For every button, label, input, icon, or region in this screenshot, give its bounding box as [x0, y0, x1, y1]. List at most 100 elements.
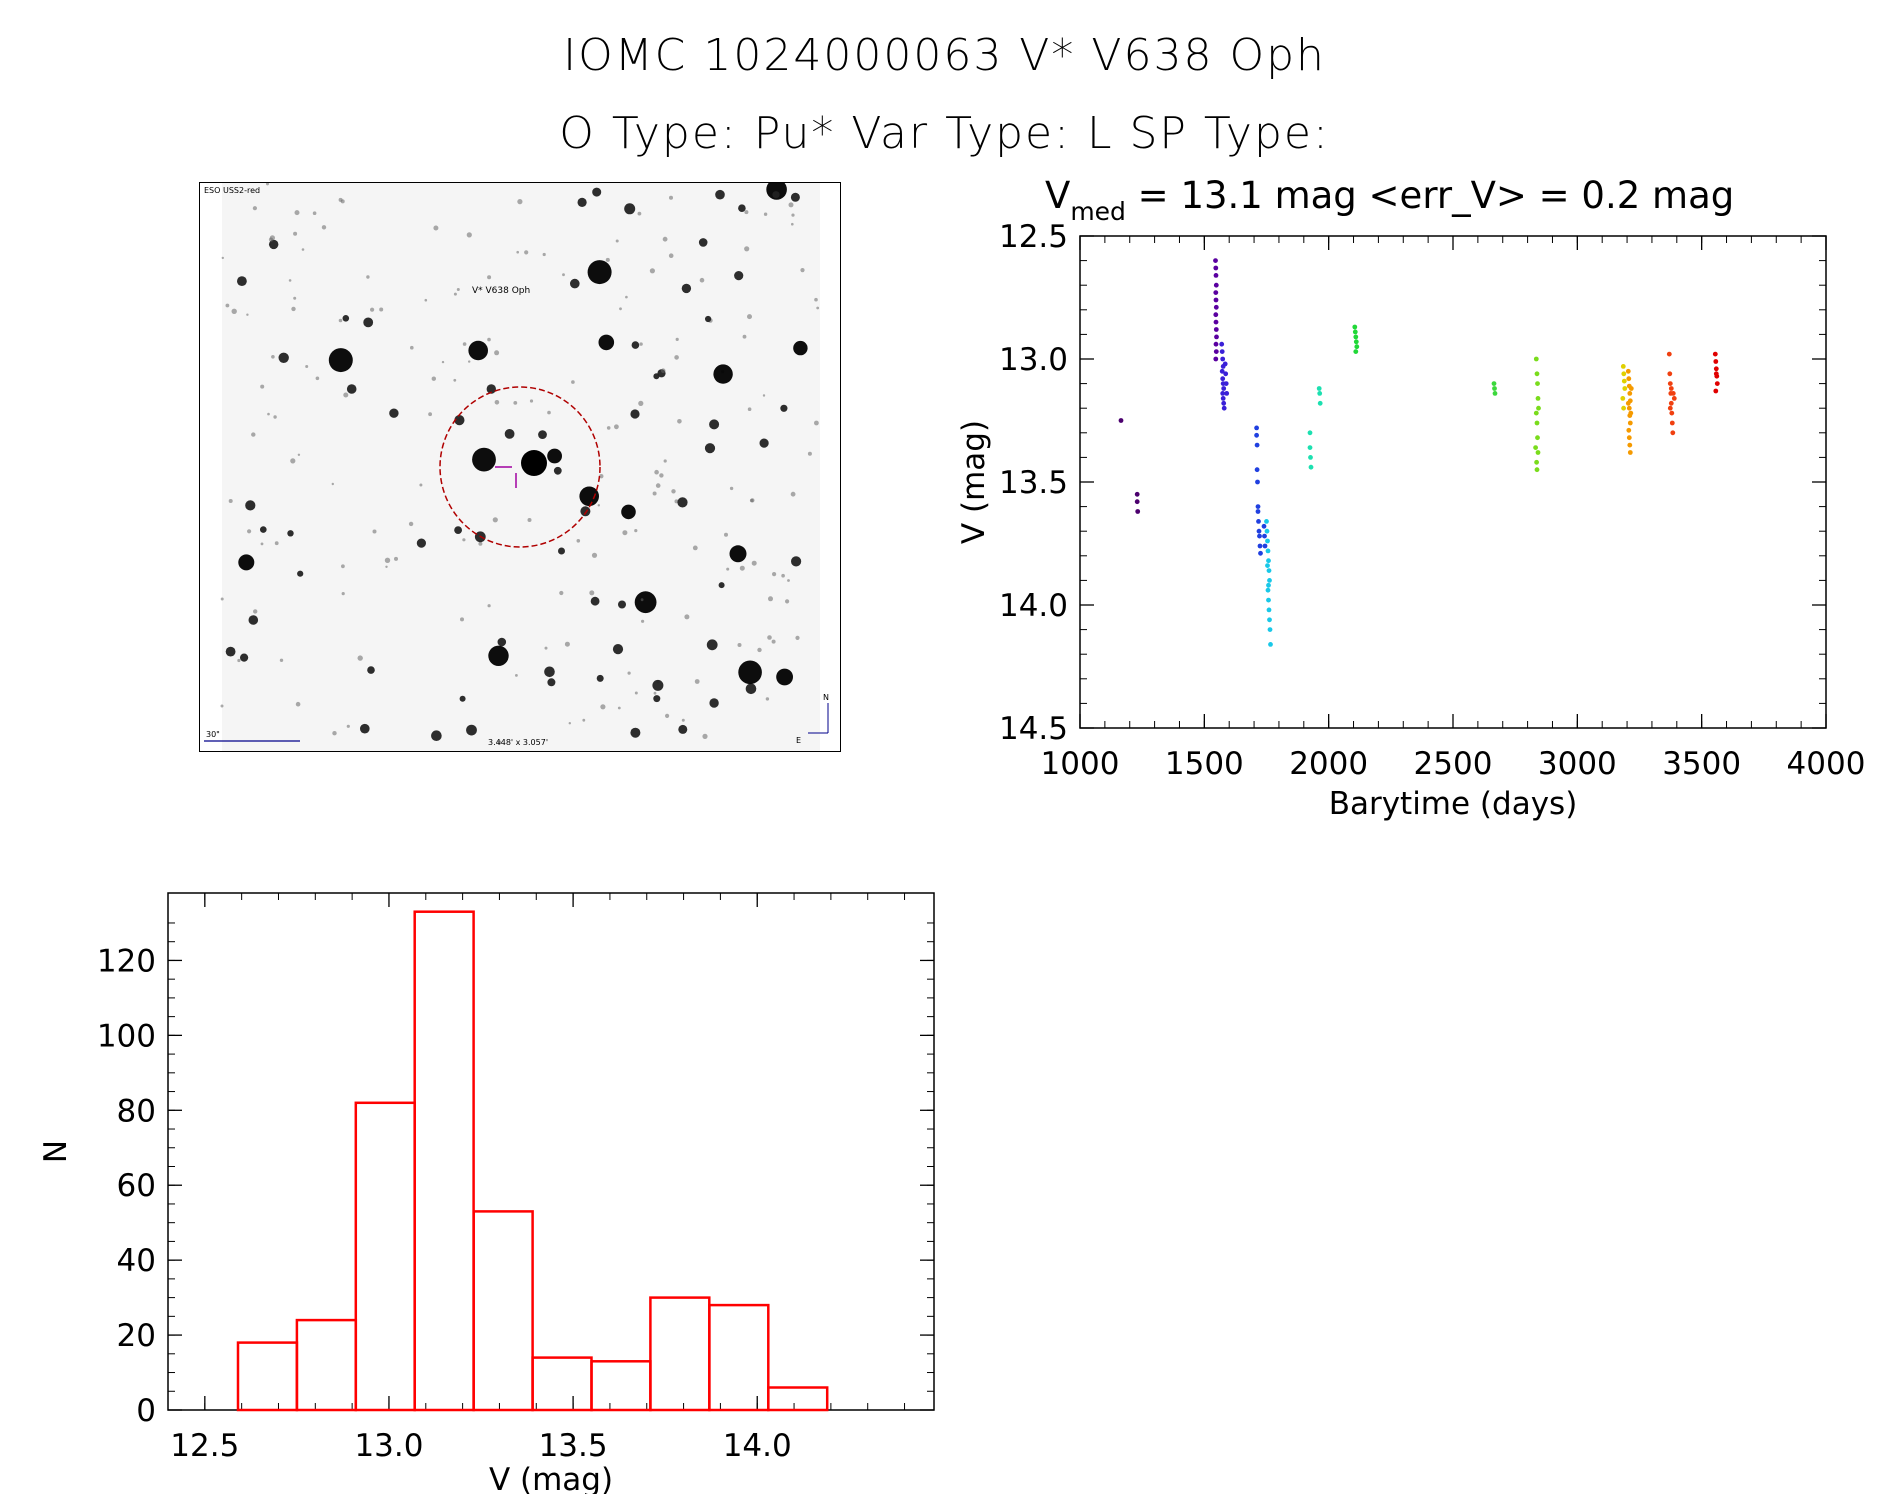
- title-subscript: med: [1070, 197, 1126, 226]
- star-mark: [590, 596, 600, 606]
- data-point: [1535, 381, 1540, 386]
- star-mark: [372, 529, 377, 534]
- star-mark: [704, 443, 716, 454]
- star-mark: [738, 204, 746, 212]
- x-tick-label: 14.0: [723, 1428, 792, 1464]
- star-mark: [671, 489, 676, 494]
- star-mark: [562, 273, 565, 277]
- data-point: [1213, 319, 1219, 325]
- data-point: [1668, 400, 1674, 406]
- star-mark: [453, 378, 457, 382]
- star-mark: [739, 565, 745, 571]
- star-mark: [260, 384, 265, 389]
- data-point: [1261, 523, 1267, 529]
- data-point: [1213, 265, 1219, 271]
- star-mark: [260, 542, 264, 546]
- star-mark: [441, 360, 445, 364]
- star-mark: [331, 482, 334, 486]
- star-mark: [807, 451, 812, 456]
- star-mark: [487, 275, 492, 280]
- y-tick-label: 14.5: [999, 711, 1068, 747]
- star-mark: [652, 491, 657, 496]
- star-mark: [692, 545, 698, 551]
- star-mark: [220, 597, 224, 601]
- star-mark: [394, 556, 398, 561]
- star-mark: [312, 211, 317, 215]
- x-tick-label: 1500: [1165, 746, 1244, 782]
- star-mark: [245, 500, 256, 511]
- x-axis-label: Barytime (days): [1329, 786, 1578, 822]
- star-mark: [627, 671, 631, 675]
- star-mark: [247, 529, 252, 534]
- star-mark: [795, 635, 800, 640]
- data-point: [1254, 467, 1260, 473]
- star-mark: [772, 572, 777, 577]
- star-mark: [504, 429, 515, 439]
- data-point: [1213, 282, 1219, 288]
- star-mark: [816, 306, 820, 310]
- data-point: [1307, 445, 1313, 450]
- data-point: [1535, 435, 1540, 441]
- data-point: [1134, 499, 1140, 505]
- star-mark: [486, 384, 496, 394]
- data-point: [1308, 455, 1313, 460]
- star-mark: [713, 364, 733, 384]
- star-mark: [763, 212, 768, 216]
- field-size-label: 3.448' x 3.057': [488, 738, 548, 747]
- star-mark: [328, 348, 353, 373]
- data-point: [1533, 410, 1539, 416]
- data-point: [1625, 400, 1631, 406]
- star-mark: [225, 646, 236, 657]
- star-mark: [790, 491, 796, 497]
- data-point: [1533, 356, 1539, 362]
- x-tick-label: 3500: [1662, 746, 1741, 782]
- star-mark: [547, 410, 551, 415]
- star-mark: [295, 701, 301, 707]
- data-point: [1307, 430, 1313, 436]
- star-mark: [544, 666, 555, 678]
- histogram-frame: [167, 892, 935, 1411]
- target-label: V* V638 Oph: [472, 286, 530, 296]
- star-mark: [606, 426, 611, 430]
- data-point: [1257, 543, 1263, 549]
- data-point: [1627, 420, 1633, 426]
- title-rest: = 13.1 mag <err_V> = 0.2 mag: [1126, 174, 1734, 217]
- star-mark: [614, 424, 619, 430]
- star-mark: [221, 256, 224, 260]
- data-point: [1536, 405, 1541, 411]
- star-mark: [615, 239, 619, 243]
- star-mark: [346, 384, 357, 394]
- star-mark: [767, 635, 772, 640]
- data-point: [1221, 400, 1227, 406]
- star-mark: [357, 655, 363, 661]
- data-point: [1317, 391, 1323, 396]
- star-mark: [729, 486, 734, 491]
- star-mark: [516, 250, 519, 254]
- star-mark: [468, 340, 489, 361]
- star-mark: [416, 538, 426, 548]
- data-point: [1627, 450, 1633, 455]
- star-mark: [677, 419, 682, 424]
- x-axis-label: V (mag): [489, 1462, 613, 1494]
- star-mark: [360, 723, 370, 734]
- star-mark: [591, 552, 598, 558]
- star-mark: [781, 573, 785, 578]
- star-mark: [724, 532, 728, 537]
- data-point: [1221, 386, 1227, 391]
- star-mark: [544, 646, 548, 650]
- star-mark: [497, 637, 507, 647]
- y-tick-label: 60: [117, 1168, 156, 1204]
- data-point: [1213, 341, 1219, 347]
- star-mark: [762, 394, 766, 397]
- star-mark: [466, 724, 477, 736]
- star-mark: [577, 197, 587, 207]
- data-point: [1534, 371, 1540, 377]
- data-point: [1308, 464, 1314, 470]
- data-point: [1265, 538, 1270, 544]
- star-mark: [340, 199, 345, 204]
- star-mark: [630, 409, 640, 419]
- star-mark: [260, 526, 267, 533]
- scale-label: 30": [206, 730, 220, 739]
- finder-chart-image: ESO USS2-red V* V638 Oph 30" 3.448' x 3.…: [199, 182, 841, 752]
- y-axis-label: N: [38, 1140, 74, 1163]
